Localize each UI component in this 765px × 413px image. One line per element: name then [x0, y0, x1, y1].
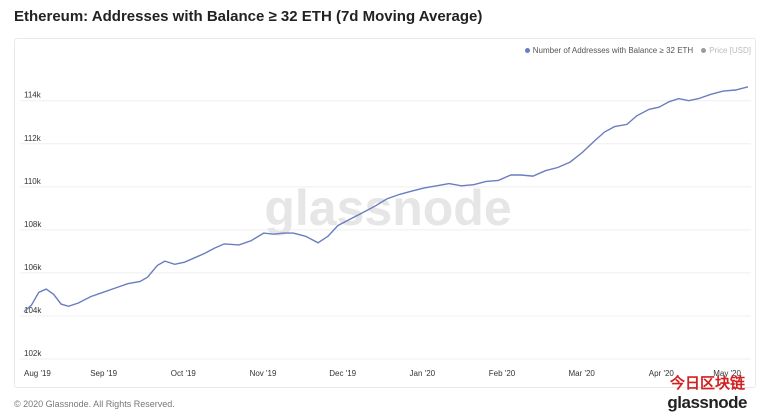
x-axis-ticks: Aug '19 Sep '19 Oct '19 Nov '19 Dec '19 Jan '… [24, 369, 742, 378]
x-tick-label: Oct '19 [171, 369, 197, 378]
x-tick-label: May '20 [713, 369, 741, 378]
y-tick-label: 110k [24, 177, 42, 186]
x-tick-label: Feb '20 [489, 369, 516, 378]
y-tick-label: 114k [24, 91, 42, 100]
y-tick-label: 112k [24, 134, 42, 143]
legend-item-series[interactable]: Number of Addresses with Balance ≥ 32 ET… [524, 46, 694, 55]
x-tick-label: Aug '19 [24, 369, 51, 378]
legend-price-label: Price [USD] [709, 46, 751, 55]
watermark-text: glassnode [264, 180, 511, 236]
series-line[interactable] [23, 86, 749, 313]
y-tick-label: 108k [24, 220, 42, 229]
brand-logo: glassnode [667, 393, 747, 412]
legend-price-dot-icon [701, 48, 707, 53]
y-tick-label: 104k [24, 306, 42, 315]
x-tick-label: Nov '19 [250, 369, 277, 378]
copyright-footer: © 2020 Glassnode. All Rights Reserved. [14, 399, 175, 409]
chart-panel [14, 38, 756, 388]
page-title: Ethereum: Addresses with Balance ≥ 32 ET… [14, 8, 483, 25]
x-tick-label: Sep '19 [90, 369, 117, 378]
x-tick-label: Dec '19 [329, 369, 356, 378]
legend-series-label: Number of Addresses with Balance ≥ 32 ET… [532, 46, 694, 55]
source-stamp: 今日区块链 [669, 375, 745, 392]
legend-item-price[interactable]: Price [USD] [701, 46, 751, 55]
y-tick-label: 102k [24, 349, 42, 358]
y-axis-ticks: 102k 104k 106k 108k 110k 112k 114k [24, 91, 42, 358]
legend-series-dot-icon [524, 48, 530, 53]
x-tick-label: Mar '20 [568, 369, 595, 378]
grid-lines [20, 100, 751, 360]
y-tick-label: 106k [24, 263, 42, 272]
x-tick-label: Apr '20 [649, 369, 675, 378]
x-tick-label: Jan '20 [410, 369, 436, 378]
chart-legend: Number of Addresses with Balance ≥ 32 ET… [524, 46, 751, 55]
